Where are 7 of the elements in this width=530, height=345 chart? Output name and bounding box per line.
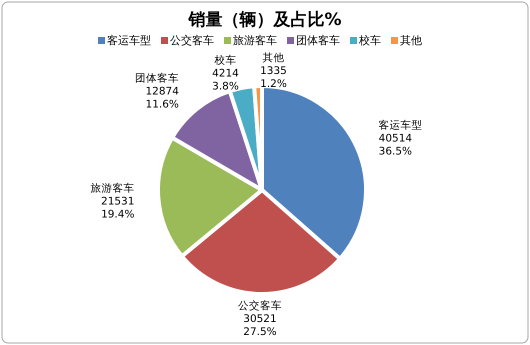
legend-label: 校车 — [358, 34, 381, 47]
legend-label: 其他 — [400, 34, 422, 47]
chart-title: 销量（辆）及占比% — [187, 10, 342, 30]
legend-label: 旅游客车 — [233, 34, 277, 47]
legend-label: 公交客车 — [170, 34, 214, 47]
legend-label: 团体客车 — [296, 34, 340, 47]
legend-label: 客运车型 — [107, 34, 151, 47]
